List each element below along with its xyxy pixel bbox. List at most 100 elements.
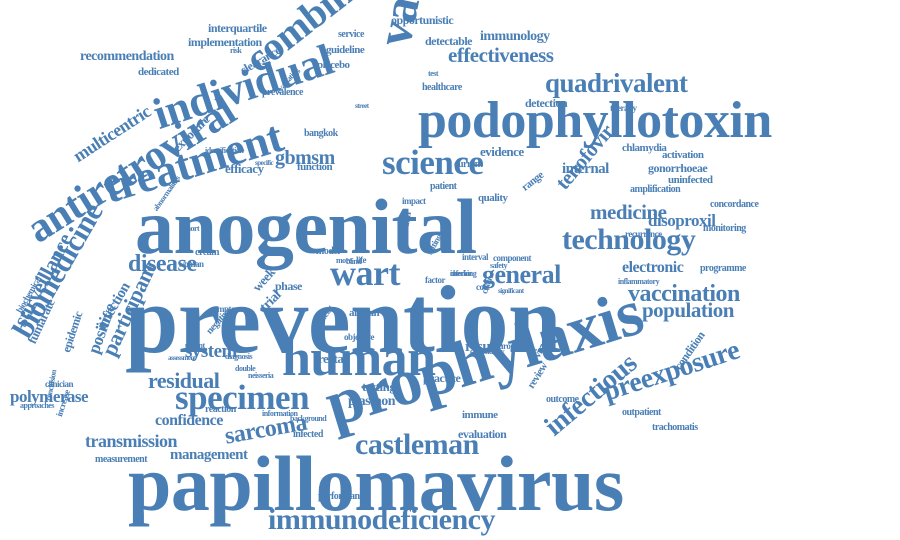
word-life: life: [356, 255, 367, 265]
word-double: double: [235, 364, 256, 373]
word-disease: disease: [128, 251, 197, 277]
word-evidence: evidence: [480, 144, 524, 159]
word-placebo: placebo: [317, 59, 350, 71]
word-approaches: approaches: [20, 401, 54, 410]
word-opportunistic: opportunistic: [391, 13, 454, 27]
word-cream: cream: [195, 247, 219, 258]
word-vaccination: vaccination: [628, 281, 740, 307]
word-blind: blind: [346, 257, 362, 266]
word-impact: impact: [402, 196, 426, 206]
word-quality: quality: [478, 192, 508, 204]
word-activation: activation: [662, 149, 704, 161]
word-electronic: electronic: [622, 259, 684, 276]
word-measurement: measurement: [95, 454, 148, 465]
word-efficacy: efficacy: [225, 161, 264, 176]
word-specimen: specimen: [175, 378, 310, 417]
word-function: function: [297, 161, 333, 173]
word-evaluation: evaluation: [458, 427, 507, 441]
word-dedicated: dedicated: [138, 66, 179, 78]
word-trachomatis: trachomatis: [652, 422, 698, 433]
word-europe: europe: [495, 341, 519, 351]
word-neisseria: neisseria: [248, 371, 274, 380]
word-monitoring: monitoring: [703, 223, 746, 234]
word-immune: immune: [462, 409, 498, 421]
word-interquartile: interquartile: [208, 21, 267, 35]
word-specific: specific: [255, 159, 274, 167]
word-performance: performance: [318, 491, 368, 502]
word-bangkok: bangkok: [304, 128, 338, 139]
word-programme: programme: [700, 263, 746, 274]
word-inflammatory: inflammatory: [618, 277, 660, 286]
word-concordance: concordance: [710, 199, 759, 210]
word-outcome: outcome: [546, 394, 579, 405]
word-immunology: immunology: [480, 29, 550, 44]
word-component: component: [493, 253, 532, 263]
word-factor: factor: [425, 275, 445, 285]
word-wart: wart: [330, 253, 400, 293]
word-podophyllotoxin: podophyllotoxin: [418, 92, 772, 149]
word-patient: patient: [430, 181, 457, 192]
word-gonorrhoeae: gonorrhoeae: [648, 161, 708, 175]
word-background: background: [290, 414, 327, 423]
word-checking: checking: [450, 269, 477, 278]
word-practice: practice: [423, 371, 461, 385]
word-cost: cost: [476, 282, 490, 292]
word-objective: objective: [344, 332, 374, 342]
word-quadrivalent: quadrivalent: [545, 68, 688, 98]
word-healthcare: healthcare: [422, 82, 462, 93]
word-clinician: clinician: [45, 379, 74, 389]
word-recommendation: recommendation: [80, 49, 174, 64]
word-uninfected: uninfected: [668, 174, 713, 186]
word-population: population: [642, 298, 734, 322]
word-significant: significant: [498, 287, 524, 295]
word-human: human: [282, 330, 436, 387]
word-inferior: inferior: [450, 269, 473, 278]
word-polymerase: polymerase: [10, 387, 89, 406]
word-detectable: detectable: [425, 34, 472, 48]
word-immunodeficiency: immunodeficiency: [268, 503, 495, 536]
word-cohort: cohort: [180, 224, 200, 233]
word-african: african: [349, 307, 380, 319]
word-reaction: reaction: [205, 404, 236, 415]
word-symptom: symptom: [210, 304, 243, 314]
word-community: community: [470, 347, 505, 356]
word-infected: infected: [293, 429, 323, 440]
word-current: current: [454, 159, 483, 170]
word-recurrence: recurrence: [625, 229, 662, 239]
word-model: model: [316, 246, 340, 257]
word-risk: risk: [230, 46, 242, 55]
word-street: street: [355, 102, 369, 110]
word-general: general: [482, 260, 561, 289]
word-residual: residual: [148, 368, 220, 393]
word-disoproxil: disoproxil: [648, 211, 716, 230]
word-anogenital: anogenital: [135, 183, 477, 270]
word-internal: internal: [562, 161, 609, 177]
word-papillomavirus: papillomavirus: [128, 440, 624, 527]
word-diagnosis: diagnosis: [225, 352, 253, 361]
word-phase: phase: [275, 279, 302, 293]
word-system: system: [185, 341, 237, 362]
word-information: information: [262, 409, 298, 418]
word-rectal: rectal: [318, 351, 347, 366]
word-range: range: [519, 169, 546, 194]
word-therapy: therapy: [610, 103, 637, 113]
word-interval: interval: [462, 252, 489, 262]
word-identification: identification: [205, 146, 244, 155]
word-effectiveness: effectiveness: [448, 43, 554, 67]
word-chlamydia: chlamydia: [622, 142, 667, 154]
word-confidence: confidence: [155, 412, 223, 429]
word-result: result: [465, 339, 499, 355]
word-amplification: amplification: [630, 184, 681, 195]
word-test: test: [428, 69, 439, 78]
word-testing: testing: [362, 379, 396, 394]
word-management: management: [170, 447, 248, 463]
word-more: more: [336, 256, 352, 265]
word-assessment: assessment: [168, 354, 196, 362]
word-plasmon: plasmon: [348, 394, 396, 409]
word-prevalence: prevalence: [262, 87, 303, 98]
word-urgent: urgent: [185, 341, 205, 350]
word-woman: woman: [178, 259, 204, 269]
word-gbmsm: gbmsm: [275, 147, 335, 169]
word-transmission: transmission: [85, 431, 178, 451]
